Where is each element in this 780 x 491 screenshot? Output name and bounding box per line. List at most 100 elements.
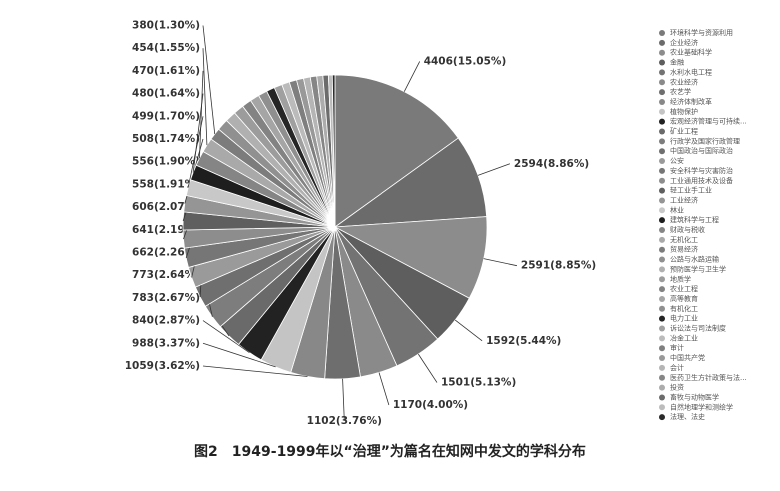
legend-label: 财政与税收 [670, 225, 705, 234]
data-label: 4406(15.05%) [424, 55, 507, 67]
legend-label: 地质学 [670, 274, 691, 283]
data-label: 1592(5.44%) [486, 335, 561, 347]
pie-slice [331, 74, 336, 228]
legend-marker [659, 295, 665, 302]
legend-marker [659, 148, 665, 155]
legend-marker [659, 217, 665, 224]
data-label: 556(1.90%) [132, 156, 200, 168]
leader-line [202, 342, 276, 368]
data-label: 1501(5.13%) [441, 377, 516, 389]
legend-label: 轻工业手工业 [670, 186, 712, 195]
legend-label: 农业工程 [670, 284, 698, 293]
legend-marker [659, 227, 665, 233]
legend-label: 畜牧与动物医学 [670, 392, 719, 401]
legend-label: 行政学及国家行政管理 [670, 136, 740, 145]
data-label: 1102(3.76%) [307, 415, 382, 427]
legend-marker [659, 89, 665, 96]
legend-marker [659, 246, 665, 253]
leader-line [202, 320, 250, 353]
legend-label: 金融 [670, 58, 684, 67]
legend-marker [659, 118, 665, 125]
leader-line [454, 319, 483, 342]
legend-label: 投资 [670, 383, 684, 392]
data-label: 454(1.55%) [132, 42, 200, 54]
legend-label: 宏观经济管理与可持续... [670, 117, 747, 126]
legend-marker [659, 286, 665, 293]
legend-marker [659, 266, 665, 273]
legend-label: 环境科学与资源利用 [670, 28, 733, 37]
data-label: 783(2.67%) [132, 292, 200, 304]
legend-label: 农艺学 [670, 87, 691, 96]
legend-label: 审计 [670, 343, 684, 352]
legend-label: 公路与水路运输 [670, 255, 719, 264]
legend-marker [659, 207, 665, 214]
legend-marker [659, 49, 665, 56]
data-label: 988(3.37%) [132, 337, 200, 349]
legend-marker [659, 187, 665, 194]
legend-label: 工业经济 [670, 195, 698, 204]
data-label: 380(1.30%) [132, 20, 200, 32]
legend-marker [659, 305, 665, 312]
leader-line [202, 48, 208, 146]
legend-marker [659, 335, 665, 342]
legend-marker [659, 374, 665, 381]
legend-label: 企业经济 [670, 38, 698, 47]
legend-label: 农业经济 [670, 77, 698, 86]
data-label: 470(1.61%) [132, 65, 200, 77]
legend-marker [659, 384, 665, 391]
legend-marker [659, 79, 665, 86]
legend-label: 中国政治与国际政治 [670, 146, 733, 155]
legend-marker [659, 325, 665, 332]
data-label: 773(2.64%) [132, 269, 200, 281]
legend-label: 电力工业 [670, 314, 698, 323]
leader-line [199, 70, 204, 159]
legend-label: 林业 [670, 205, 684, 214]
leader-line [378, 372, 390, 406]
legend-label: 中国共产党 [670, 353, 705, 362]
legend-marker [659, 394, 665, 401]
data-label: 499(1.70%) [132, 110, 200, 122]
legend-marker [659, 98, 665, 105]
legend-label: 法理、法史 [670, 412, 705, 421]
legend-marker [659, 355, 665, 362]
data-label: 1059(3.62%) [125, 360, 200, 372]
legend-label: 植物保护 [670, 107, 698, 116]
pie-slice [333, 137, 488, 228]
data-label: 2594(8.86%) [514, 158, 589, 170]
legend-label: 水利水电工程 [670, 67, 712, 76]
data-label: 662(2.26%) [132, 247, 200, 259]
legend-label: 会计 [670, 363, 684, 372]
legend-label: 经济体制改革 [670, 97, 712, 106]
legend-marker [659, 197, 665, 204]
data-label: 606(2.07%) [132, 201, 200, 213]
legend-marker [659, 276, 665, 283]
legend-label: 预防医学与卫生学 [670, 264, 726, 273]
leader-line [483, 258, 518, 267]
leader-line [418, 353, 438, 383]
legend-marker [659, 128, 665, 135]
legend-marker [659, 345, 665, 352]
legend-label: 工业通用技术及设备 [670, 176, 733, 185]
legend-marker [659, 414, 665, 421]
pie-slice [333, 216, 488, 299]
legend-label: 冶金工业 [670, 333, 698, 342]
legend-label: 公安 [670, 156, 684, 165]
legend-marker [659, 404, 665, 411]
data-label: 558(1.91%) [132, 178, 200, 190]
data-label: 840(2.87%) [132, 315, 200, 327]
legend-marker [659, 167, 665, 174]
legend-marker [659, 256, 665, 263]
legend-marker [659, 69, 665, 76]
legend-marker [659, 158, 665, 165]
legend-label: 自然地理学和测绘学 [670, 402, 733, 411]
legend-label: 无机化工 [670, 235, 698, 244]
data-label: 480(1.64%) [132, 88, 200, 100]
legend-marker [659, 315, 665, 322]
chart-title: 图2 1949-1999年以“治理”为篇名在知网中发文的学科分布 [194, 443, 586, 460]
legend-marker [659, 177, 665, 184]
leader-line [342, 378, 345, 421]
legend-label: 矿业工程 [670, 127, 698, 136]
data-label: 508(1.74%) [132, 133, 200, 145]
legend-label: 医药卫生方针政策与法... [670, 373, 747, 382]
